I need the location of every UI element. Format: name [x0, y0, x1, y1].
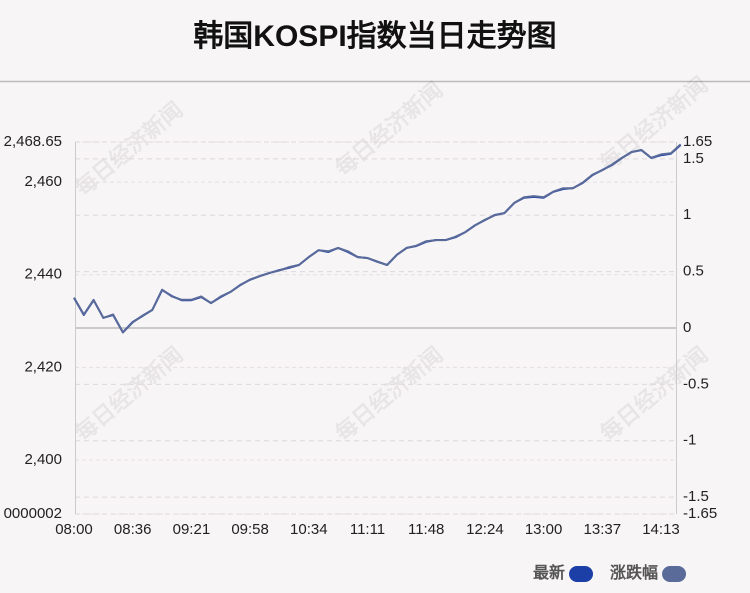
y-tick-label: 2,468.65 [4, 133, 62, 150]
y2-tick-label: -1 [683, 432, 696, 449]
y2-tick-label: 0 [683, 319, 691, 336]
plot [73, 143, 682, 334]
legend: 最新 涨跌幅 [533, 563, 687, 582]
x-tick-label: 08:00 [55, 521, 93, 538]
legend-label: 最新 [533, 563, 565, 582]
x-tick-label: 13:00 [525, 521, 563, 538]
y-tick-label: 2,460 [24, 173, 62, 190]
y-tick-label: 2,420 [24, 358, 62, 375]
watermark: 每日经济新闻 [330, 342, 448, 447]
watermark: 每日经济新闻 [70, 342, 188, 447]
x-tick-label: 09:58 [231, 521, 269, 538]
x-tick-label: 11:48 [408, 521, 444, 538]
x-tick-label: 10:34 [290, 521, 328, 538]
grid [75, 141, 676, 515]
x-tick-label: 14:13 [642, 521, 680, 538]
y2-tick-label: -1.5 [683, 488, 709, 505]
x-tick-label: 11:11 [350, 521, 385, 538]
y2-tick-label: 0.5 [683, 263, 704, 280]
y-tick-label: 2,440 [24, 266, 62, 283]
legend-swatch [662, 566, 687, 582]
chart-title: 韩国KOSPI指数当日走势图 [193, 20, 556, 53]
y-tick-label: 2,400 [24, 451, 62, 468]
y2-tick-label: 1.5 [683, 150, 704, 167]
y-tick-label: 0000002 [4, 505, 62, 522]
y2-tick-label: -0.5 [683, 375, 709, 392]
legend-swatch [569, 566, 594, 582]
y2-tick-label: -1.65 [683, 505, 717, 522]
legend-label: 涨跌幅 [610, 563, 658, 582]
watermark: 每日经济新闻 [70, 97, 188, 202]
y2-tick-label: 1.65 [683, 133, 712, 150]
watermark: 每日经济新闻 [330, 77, 448, 182]
x-tick-label: 13:37 [584, 521, 622, 538]
series-line [73, 144, 682, 334]
x-tick-label: 09:21 [173, 521, 211, 538]
y2-tick-label: 1 [683, 206, 691, 223]
x-tick-label: 12:24 [466, 521, 504, 538]
series-line [73, 143, 682, 334]
x-tick-label: 08:36 [114, 521, 152, 538]
